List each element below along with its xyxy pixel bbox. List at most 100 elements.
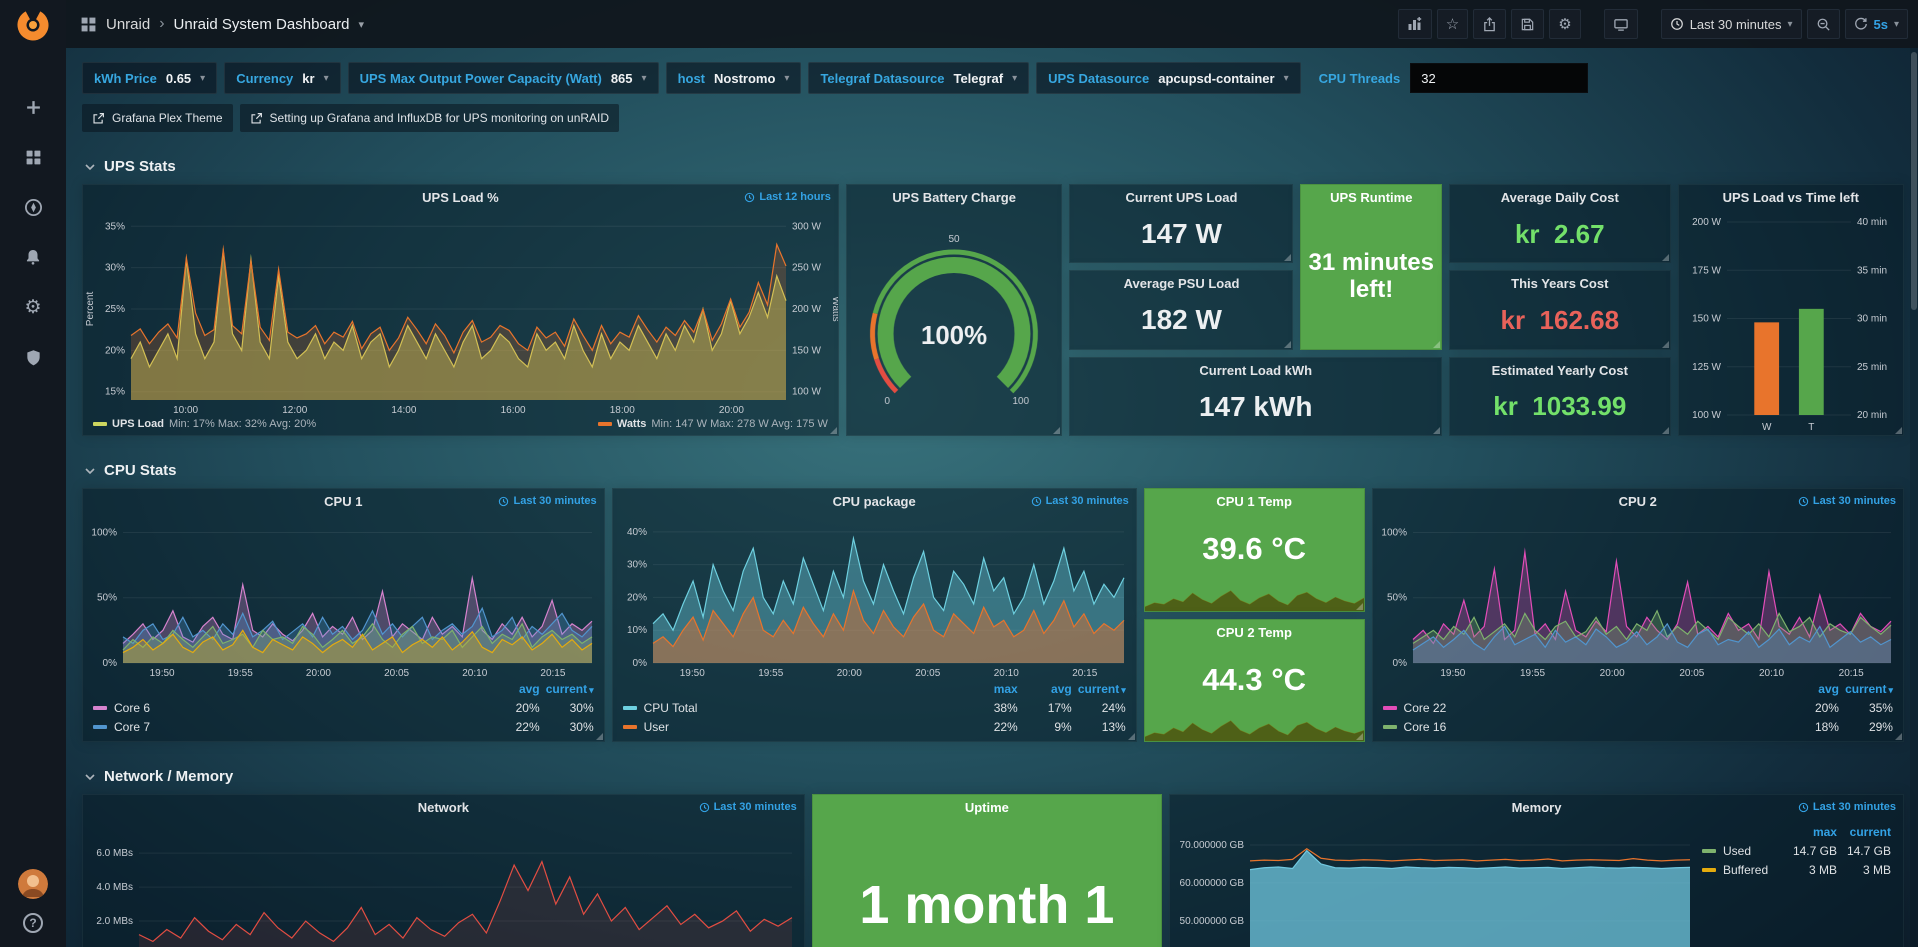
series-toggle[interactable]: Core 16: [1382, 720, 1785, 734]
zoom-out-time-button[interactable]: [1806, 9, 1840, 39]
refresh-icon: [1854, 17, 1867, 30]
time-range-picker[interactable]: Last 30 minutes ▾: [1660, 9, 1802, 39]
variable-telegraf-datasource[interactable]: Telegraf Datasource Telegraf ▾: [808, 62, 1030, 94]
section-header-cpu-stats[interactable]: CPU Stats: [84, 462, 1904, 479]
stat-value: 1 month 1: [859, 875, 1115, 935]
variable-ups-datasource[interactable]: UPS Datasource apcupsd-container ▾: [1036, 62, 1301, 94]
configuration-gear-icon[interactable]: ⚙: [24, 296, 42, 318]
panel-resize-handle[interactable]: [1894, 427, 1902, 434]
series-toggle[interactable]: User: [622, 720, 964, 734]
panel-title[interactable]: Uptime: [964, 800, 1009, 815]
panel-resize-handle[interactable]: [1661, 254, 1669, 262]
time-caret-icon: ▾: [1787, 18, 1793, 30]
series-swatch: [93, 724, 107, 729]
panel-resize-handle[interactable]: [1053, 427, 1061, 434]
legend-header-sorted[interactable]: current: [1849, 824, 1891, 839]
dashboard-settings-button[interactable]: ⚙: [1549, 9, 1581, 39]
panel-title[interactable]: UPS Runtime: [1330, 190, 1413, 205]
stat-value: 147 kWh: [1198, 390, 1313, 422]
legend-header-sorted[interactable]: current ▾: [1077, 681, 1126, 696]
refresh-caret-icon: ▾: [1893, 18, 1899, 30]
legend-header[interactable]: avg: [1051, 681, 1072, 696]
panel-resize-handle[interactable]: [1661, 340, 1669, 348]
panel-title[interactable]: Current UPS Load: [1125, 190, 1238, 205]
legend-header-sorted[interactable]: current ▾: [545, 681, 594, 696]
series-toggle[interactable]: CPU Total: [622, 701, 964, 715]
panel-resize-handle[interactable]: [1355, 602, 1363, 610]
panel-resize-handle[interactable]: [1355, 733, 1363, 740]
user-avatar[interactable]: [18, 869, 48, 899]
dashboard-link-ups-monitoring-guide[interactable]: Setting up Grafana and InfluxDB for UPS …: [239, 104, 620, 132]
dashboard-title[interactable]: Unraid System Dashboard: [173, 15, 350, 33]
section-header-network-memory[interactable]: Network / Memory: [84, 768, 1904, 785]
dashboards-icon[interactable]: [13, 137, 53, 177]
star-dashboard-button[interactable]: ☆: [1436, 9, 1469, 39]
series-toggle[interactable]: Core 22: [1382, 701, 1785, 715]
panel-title[interactable]: CPU 1 Temp: [1216, 494, 1292, 509]
panel-title[interactable]: Current Load kWh: [1199, 362, 1313, 378]
panel-resize-handle[interactable]: [1284, 254, 1292, 262]
breadcrumb-folder[interactable]: Unraid: [106, 15, 151, 33]
topbar: Unraid › Unraid System Dashboard ▾ ☆ ⚙: [66, 0, 1918, 48]
scrollbar-thumb[interactable]: [1911, 52, 1917, 310]
panel-title[interactable]: Estimated Yearly Cost: [1491, 362, 1628, 378]
memory-chart: [1170, 820, 1698, 947]
stat-value: kr 162.68: [1500, 304, 1620, 335]
variable-ups-max-output[interactable]: UPS Max Output Power Capacity (Watt) 865…: [347, 62, 659, 94]
dashboard-link-plex-theme[interactable]: Grafana Plex Theme: [82, 104, 233, 132]
panel-title[interactable]: Memory: [1511, 800, 1562, 815]
server-admin-shield-icon[interactable]: [13, 337, 53, 377]
caret-down-icon: ▾: [641, 72, 647, 84]
cpu1-chart: [83, 514, 604, 679]
panel-title[interactable]: Average PSU Load: [1123, 276, 1240, 292]
refresh-picker[interactable]: 5s ▾: [1844, 9, 1908, 39]
add-panel-button[interactable]: [1397, 9, 1432, 39]
legend-header[interactable]: max: [993, 681, 1018, 696]
legend-item-ups-load[interactable]: UPS Load Min: 17% Max: 32% Avg: 20%: [93, 418, 316, 430]
panel-title[interactable]: CPU package: [832, 494, 916, 509]
grafana-logo[interactable]: [17, 9, 49, 41]
panel-resize-handle[interactable]: [595, 733, 603, 740]
panel-resize-handle[interactable]: [1894, 733, 1902, 740]
cycle-view-mode-button[interactable]: [1603, 9, 1638, 39]
panel-title[interactable]: Network: [417, 800, 469, 815]
panel-resize-handle[interactable]: [1127, 733, 1135, 740]
title-caret-icon[interactable]: ▾: [358, 18, 364, 31]
variable-currency[interactable]: Currency kr ▾: [224, 62, 341, 94]
series-toggle[interactable]: Used: [1701, 844, 1783, 858]
save-dashboard-button[interactable]: [1511, 9, 1545, 39]
panel-resize-handle[interactable]: [1433, 340, 1441, 348]
panel-resize-handle[interactable]: [1661, 427, 1669, 434]
legend-header[interactable]: avg: [518, 681, 540, 696]
help-icon[interactable]: ?: [23, 913, 43, 933]
variable-host[interactable]: host Nostromo ▾: [665, 62, 802, 94]
legend-header[interactable]: avg: [1818, 681, 1839, 696]
explore-compass-icon[interactable]: [13, 187, 53, 227]
section-header-ups-stats[interactable]: UPS Stats: [84, 158, 1904, 175]
panel-title[interactable]: This Years Cost: [1511, 276, 1609, 292]
panel-title[interactable]: UPS Load %: [422, 190, 499, 205]
panel-resize-handle[interactable]: [1284, 340, 1292, 348]
panel-title[interactable]: CPU 2 Temp: [1216, 624, 1292, 640]
legend-header-sorted[interactable]: current ▾: [1845, 681, 1893, 696]
series-toggle[interactable]: Buffered: [1701, 863, 1783, 877]
variable-kwh-price[interactable]: kWh Price 0.65 ▾: [82, 62, 218, 94]
panel-resize-handle[interactable]: [829, 427, 837, 434]
stat-value: 39.6 °C: [1202, 531, 1306, 567]
panel-title[interactable]: UPS Load vs Time left: [1722, 190, 1859, 205]
panel-title[interactable]: CPU 1: [324, 494, 363, 509]
create-plus-icon[interactable]: [13, 87, 53, 127]
share-dashboard-button[interactable]: [1473, 9, 1507, 39]
panel-title[interactable]: CPU 2: [1618, 494, 1657, 509]
legend-item-watts[interactable]: Watts Min: 147 W Max: 278 W Avg: 175 W: [597, 418, 828, 430]
time-range-badge: Last 30 minutes: [498, 495, 597, 507]
series-toggle[interactable]: Core 6: [93, 701, 486, 715]
alerting-bell-icon[interactable]: [13, 237, 53, 277]
series-toggle[interactable]: Core 7: [93, 720, 486, 734]
legend-header[interactable]: max: [1812, 824, 1837, 839]
cpu-threads-input[interactable]: [1410, 63, 1589, 93]
panel-title[interactable]: Average Daily Cost: [1500, 190, 1619, 205]
panel-title[interactable]: UPS Battery Charge: [892, 190, 1016, 205]
scrollbar-track[interactable]: [1910, 48, 1918, 947]
panel-resize-handle[interactable]: [1433, 427, 1441, 434]
